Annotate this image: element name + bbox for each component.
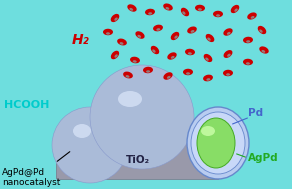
Ellipse shape	[187, 107, 249, 179]
Ellipse shape	[197, 118, 235, 168]
Ellipse shape	[127, 4, 137, 12]
Ellipse shape	[148, 12, 152, 15]
Ellipse shape	[227, 32, 231, 35]
Ellipse shape	[234, 9, 238, 12]
Text: AgPd@Pd: AgPd@Pd	[2, 168, 45, 177]
Ellipse shape	[191, 30, 194, 33]
Ellipse shape	[231, 5, 239, 13]
Ellipse shape	[163, 3, 173, 11]
Ellipse shape	[188, 52, 192, 55]
Ellipse shape	[204, 54, 212, 62]
Ellipse shape	[243, 59, 253, 65]
Ellipse shape	[73, 124, 91, 138]
Ellipse shape	[163, 72, 173, 80]
Circle shape	[52, 107, 128, 183]
Ellipse shape	[246, 40, 250, 43]
Ellipse shape	[224, 50, 232, 58]
Ellipse shape	[111, 51, 119, 59]
Ellipse shape	[258, 26, 266, 34]
Ellipse shape	[153, 25, 163, 31]
Ellipse shape	[146, 70, 150, 73]
Ellipse shape	[156, 28, 160, 31]
Text: H₂: H₂	[72, 33, 90, 47]
Ellipse shape	[117, 39, 127, 45]
Ellipse shape	[207, 38, 211, 41]
Ellipse shape	[166, 7, 169, 10]
Ellipse shape	[183, 69, 193, 75]
Ellipse shape	[138, 35, 141, 38]
Ellipse shape	[130, 57, 140, 63]
Ellipse shape	[120, 42, 124, 45]
Ellipse shape	[201, 126, 215, 136]
Ellipse shape	[171, 56, 175, 59]
Ellipse shape	[129, 8, 133, 11]
Ellipse shape	[216, 14, 220, 17]
Text: TiO₂: TiO₂	[126, 155, 150, 165]
Ellipse shape	[167, 52, 177, 60]
Ellipse shape	[174, 36, 178, 39]
Text: Pd: Pd	[248, 108, 263, 118]
Ellipse shape	[114, 54, 118, 58]
Ellipse shape	[143, 67, 153, 73]
Ellipse shape	[106, 32, 110, 35]
Ellipse shape	[103, 29, 113, 35]
Ellipse shape	[111, 14, 119, 22]
Ellipse shape	[226, 73, 230, 76]
Ellipse shape	[206, 34, 214, 42]
Ellipse shape	[145, 9, 155, 15]
FancyBboxPatch shape	[56, 142, 220, 180]
Ellipse shape	[251, 16, 255, 19]
Ellipse shape	[203, 75, 213, 81]
Ellipse shape	[246, 62, 250, 65]
Ellipse shape	[123, 72, 133, 78]
Circle shape	[90, 65, 194, 169]
Ellipse shape	[198, 8, 202, 11]
Text: AgPd: AgPd	[248, 153, 279, 163]
Ellipse shape	[181, 8, 189, 16]
Ellipse shape	[206, 78, 210, 81]
Ellipse shape	[126, 75, 130, 78]
Ellipse shape	[259, 46, 269, 54]
Ellipse shape	[186, 72, 190, 75]
Ellipse shape	[223, 28, 233, 36]
Ellipse shape	[133, 60, 137, 63]
Ellipse shape	[227, 54, 231, 57]
Ellipse shape	[171, 32, 179, 40]
Ellipse shape	[243, 37, 253, 43]
Ellipse shape	[118, 91, 142, 107]
Ellipse shape	[182, 11, 185, 15]
Ellipse shape	[185, 49, 195, 55]
Ellipse shape	[223, 70, 233, 76]
Text: nanocatalyst: nanocatalyst	[2, 178, 60, 187]
Ellipse shape	[261, 50, 265, 53]
Ellipse shape	[152, 49, 156, 53]
Ellipse shape	[195, 5, 205, 11]
Ellipse shape	[151, 46, 159, 54]
Ellipse shape	[205, 57, 209, 61]
Ellipse shape	[114, 17, 118, 21]
Ellipse shape	[259, 29, 263, 33]
Ellipse shape	[191, 112, 245, 174]
Text: HCOOH: HCOOH	[4, 100, 49, 110]
Ellipse shape	[167, 76, 171, 79]
Ellipse shape	[247, 12, 257, 20]
Ellipse shape	[187, 26, 197, 33]
Ellipse shape	[135, 31, 145, 39]
Ellipse shape	[213, 11, 223, 17]
